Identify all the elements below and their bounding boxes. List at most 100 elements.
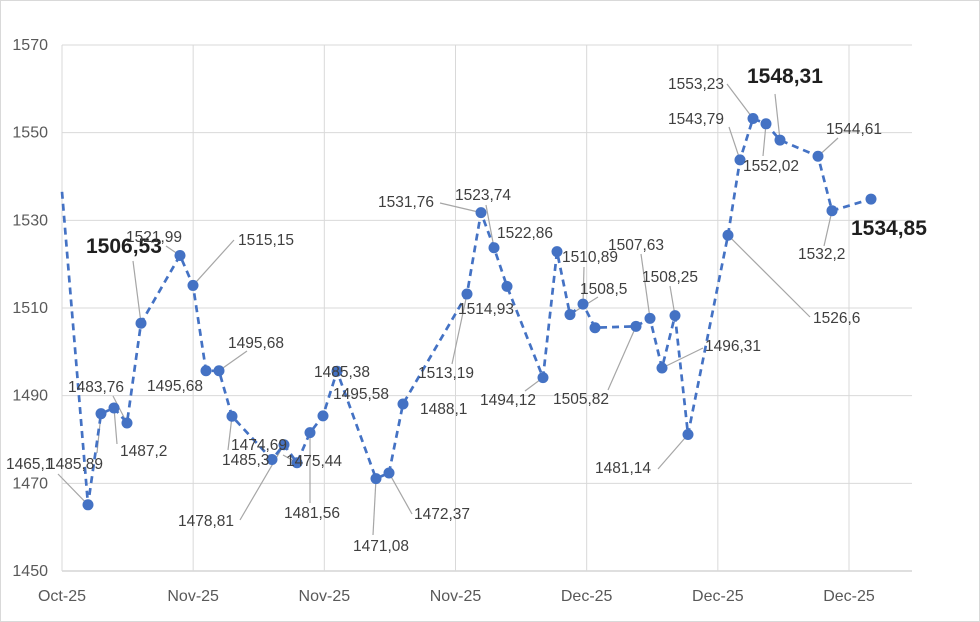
data-point-marker bbox=[200, 365, 212, 377]
data-label: 1543,79 bbox=[668, 111, 724, 128]
data-point-marker bbox=[577, 298, 589, 310]
data-label-bold: 1534,85 bbox=[851, 217, 927, 240]
data-label: 1514,93 bbox=[458, 301, 514, 318]
x-axis-tick-label: Dec-25 bbox=[823, 588, 875, 605]
data-label: 1474,69 bbox=[231, 437, 287, 454]
data-point-marker bbox=[734, 154, 746, 166]
data-label: 1515,15 bbox=[238, 232, 294, 249]
data-point-marker bbox=[370, 473, 382, 485]
data-point-marker bbox=[278, 439, 290, 451]
data-point-marker bbox=[383, 467, 395, 479]
y-axis-tick-label: 1450 bbox=[12, 563, 48, 580]
data-point-marker bbox=[760, 118, 772, 130]
data-point-marker bbox=[266, 453, 278, 465]
callout-leader-line bbox=[640, 253, 651, 319]
data-point-marker bbox=[812, 150, 824, 162]
data-point-marker bbox=[108, 402, 120, 414]
data-label: 1494,12 bbox=[480, 392, 536, 409]
data-label: 1471,08 bbox=[353, 538, 409, 555]
data-label: 1522,86 bbox=[497, 225, 553, 242]
data-point-marker bbox=[865, 193, 877, 205]
data-label: 1495,58 bbox=[333, 386, 389, 403]
data-point-marker bbox=[213, 365, 225, 377]
data-label: 1552,02 bbox=[743, 158, 799, 175]
data-label: 1481,14 bbox=[595, 460, 651, 477]
data-label: 1510,89 bbox=[562, 249, 618, 266]
data-label-bold: 1548,31 bbox=[747, 65, 823, 88]
data-point-marker bbox=[564, 309, 576, 321]
data-point-marker bbox=[121, 417, 133, 429]
callout-leader-line bbox=[218, 350, 248, 372]
data-label: 1513,19 bbox=[418, 365, 474, 382]
data-point-marker bbox=[656, 362, 668, 374]
data-label: 1505,82 bbox=[553, 391, 609, 408]
data-label: 1495,68 bbox=[228, 335, 284, 352]
y-axis-tick-label: 1490 bbox=[12, 388, 48, 405]
callout-leader-line bbox=[728, 126, 741, 161]
data-label: 1521,99 bbox=[126, 229, 182, 246]
callout-leader-line bbox=[57, 473, 89, 506]
x-axis-tick-label: Dec-25 bbox=[561, 588, 613, 605]
y-axis-tick-label: 1530 bbox=[12, 212, 48, 229]
data-point-marker bbox=[644, 312, 656, 324]
data-label: 1485,3 bbox=[222, 452, 269, 469]
callout-leader-line bbox=[727, 234, 811, 318]
data-point-marker bbox=[317, 410, 329, 422]
callout-leader-line bbox=[774, 93, 781, 141]
data-point-marker bbox=[682, 429, 694, 441]
data-point-marker bbox=[747, 113, 759, 125]
data-label: 1523,74 bbox=[455, 187, 511, 204]
y-axis-tick-label: 1510 bbox=[12, 300, 48, 317]
data-label: 1487,2 bbox=[120, 443, 167, 460]
callout-leader-line bbox=[388, 472, 413, 515]
x-axis-tick-label: Nov-25 bbox=[167, 588, 219, 605]
data-point-marker bbox=[82, 499, 94, 511]
data-label: 1485,89 bbox=[47, 456, 103, 473]
data-label: 1465,1 bbox=[6, 456, 53, 473]
data-label: 1496,31 bbox=[705, 338, 761, 355]
callout-leader-line bbox=[227, 416, 233, 451]
y-axis-tick-label: 1570 bbox=[12, 37, 48, 54]
data-label: 1507,63 bbox=[608, 237, 664, 254]
callout-leader-line bbox=[372, 478, 377, 536]
data-label: 1508,25 bbox=[642, 269, 698, 286]
y-axis-tick-label: 1550 bbox=[12, 125, 48, 142]
data-point-marker bbox=[331, 365, 343, 377]
data-label: 1475,44 bbox=[286, 453, 342, 470]
data-point-marker bbox=[501, 280, 513, 292]
data-label: 1508,5 bbox=[580, 281, 627, 298]
data-label: 1532,2 bbox=[798, 246, 845, 263]
callout-leader-line bbox=[661, 347, 704, 369]
data-label: 1485,38 bbox=[314, 364, 370, 381]
data-point-marker bbox=[551, 246, 563, 258]
x-axis-tick-label: Nov-25 bbox=[299, 588, 351, 605]
x-axis-tick-label: Nov-25 bbox=[430, 588, 482, 605]
data-point-marker bbox=[461, 288, 473, 300]
callout-leader-line bbox=[823, 210, 833, 247]
data-point-marker bbox=[537, 372, 549, 384]
callout-leader-line bbox=[113, 407, 118, 445]
callout-leader-line bbox=[485, 204, 495, 248]
data-point-marker bbox=[475, 207, 487, 219]
callout-leader-line bbox=[132, 260, 142, 324]
data-label: 1544,61 bbox=[826, 121, 882, 138]
data-label: 1481,56 bbox=[284, 505, 340, 522]
data-point-marker bbox=[397, 398, 409, 410]
data-label: 1495,68 bbox=[147, 378, 203, 395]
data-label: 1553,23 bbox=[668, 76, 724, 93]
data-label: 1472,37 bbox=[414, 506, 470, 523]
data-label: 1488,1 bbox=[420, 401, 467, 418]
series-dashed-line bbox=[60, 117, 872, 507]
data-label: 1478,81 bbox=[178, 513, 234, 530]
data-point-marker bbox=[291, 457, 303, 469]
data-point-marker bbox=[630, 320, 642, 332]
data-point-marker bbox=[95, 408, 107, 420]
x-axis-tick-label: Oct-25 bbox=[38, 588, 86, 605]
data-point-marker bbox=[669, 310, 681, 322]
x-axis-tick-label: Dec-25 bbox=[692, 588, 744, 605]
callout-leader-line bbox=[192, 239, 235, 286]
data-point-marker bbox=[174, 249, 186, 261]
data-label-bold: 1506,53 bbox=[86, 235, 162, 258]
